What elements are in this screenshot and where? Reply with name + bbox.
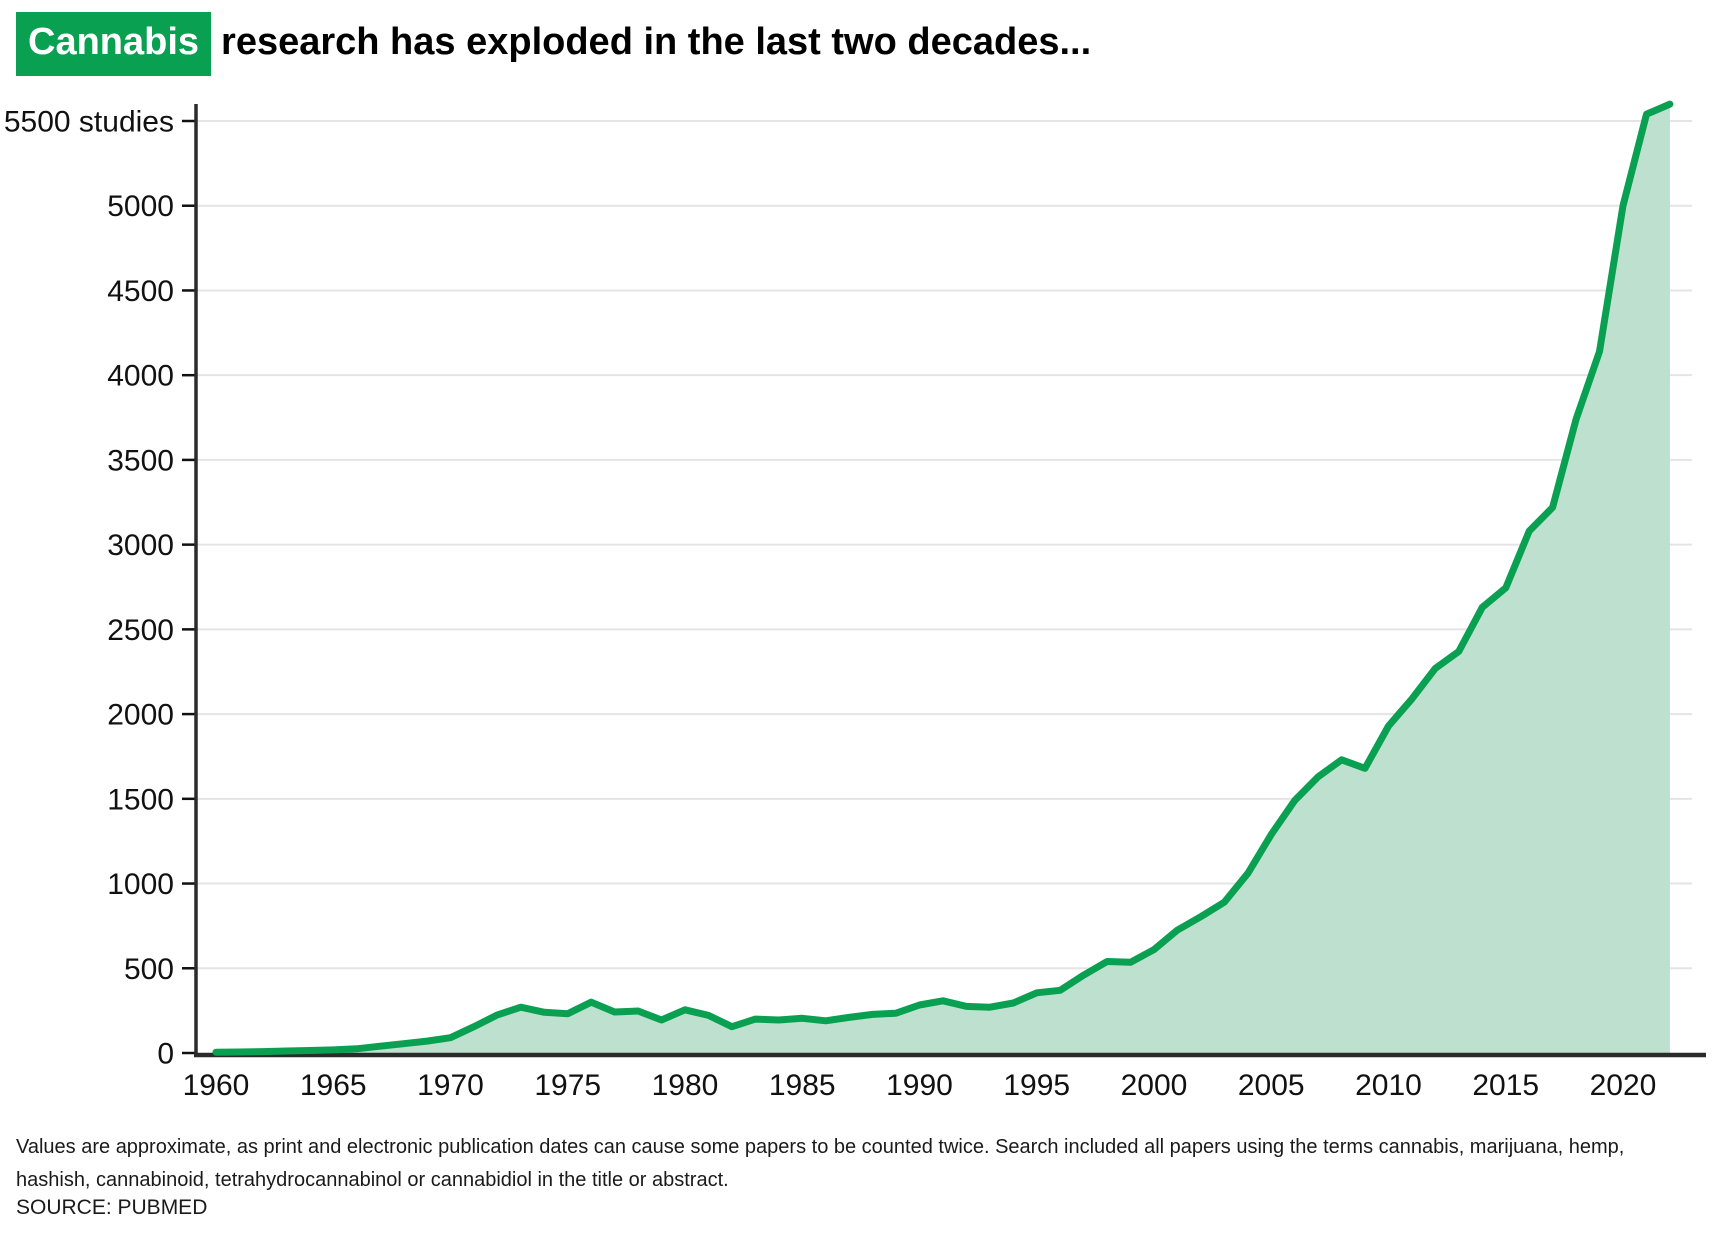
x-axis-tick-label: 2000 [1121,1069,1188,1102]
footnote-line-2: hashish, cannabinoid, tetrahydrocannabin… [16,1169,729,1191]
y-axis-tick-label: 1500 [107,783,174,816]
y-axis-tick-label: 0 [157,1038,174,1071]
y-axis-tick-label: 2000 [107,699,174,732]
y-axis-tick-label: 2500 [107,614,174,647]
x-axis-tick-label: 1985 [769,1069,836,1102]
footnote-line-1: Values are approximate, as print and ele… [16,1136,1625,1158]
x-axis-tick-label: 2005 [1238,1069,1305,1102]
area-fill [216,104,1670,1054]
y-axis-tick-label: 4000 [107,360,174,393]
y-axis-tick-label: 500 [124,953,174,986]
x-axis-tick-label: 1980 [652,1069,719,1102]
y-axis-tick-label: 3000 [107,529,174,562]
y-axis-tick-label: 5500 studies [4,106,174,139]
y-axis-tick-label: 3500 [107,444,174,477]
footnote: Values are approximate, as print and ele… [16,1131,1624,1197]
y-axis-tick-label: 5000 [107,190,174,223]
x-axis-tick-label: 1995 [1003,1069,1070,1102]
x-axis-tick-label: 2015 [1472,1069,1539,1102]
title-text: research has exploded in the last two de… [221,21,1092,63]
title-highlight-badge: Cannabis [16,12,212,76]
x-axis-tick-label: 1990 [886,1069,953,1102]
x-axis-tick-label: 1960 [183,1069,250,1102]
source-label: SOURCE: PUBMED [16,1196,208,1219]
y-axis-tick-label: 1000 [107,868,174,901]
x-axis-tick-label: 1970 [417,1069,484,1102]
chart-title: Cannabis research has exploded in the las… [16,12,1091,76]
x-axis-tick-label: 2010 [1355,1069,1422,1102]
x-axis-tick-label: 1975 [534,1069,601,1102]
y-axis-tick-label: 4500 [107,275,174,308]
x-axis-tick-label: 2020 [1590,1069,1657,1102]
trend-line [212,100,1674,1056]
x-axis-tick-label: 1965 [300,1069,367,1102]
